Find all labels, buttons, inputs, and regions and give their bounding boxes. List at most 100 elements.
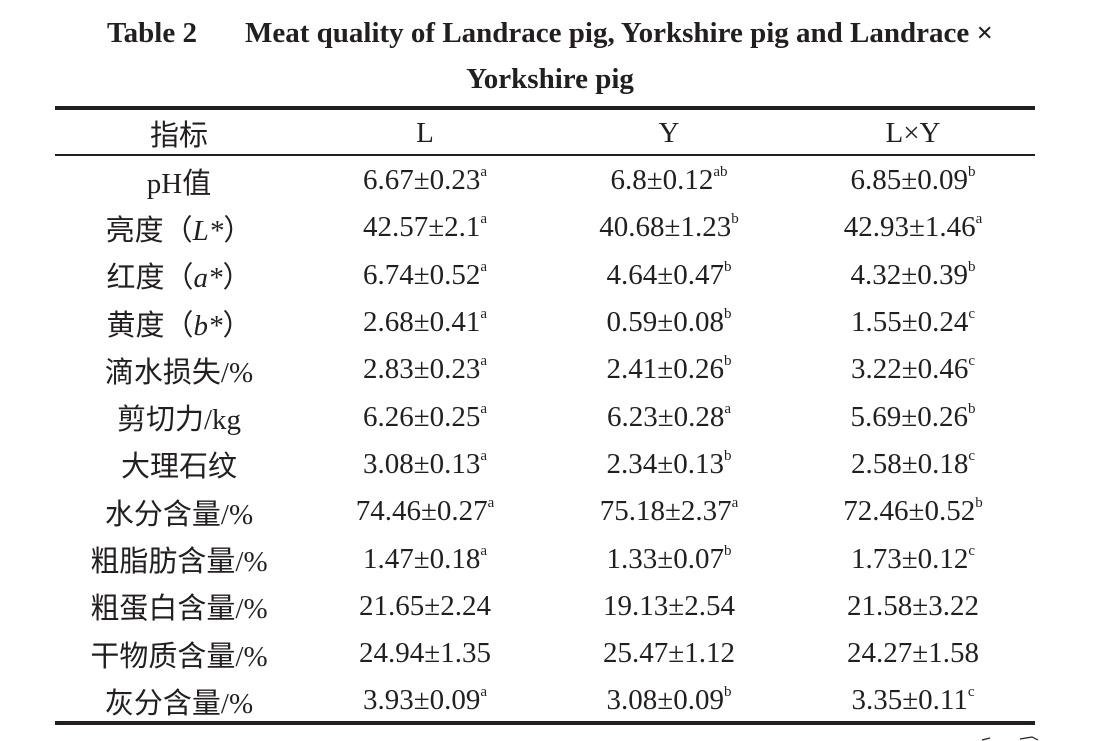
mean-sd-value: 2.34±0.13 (606, 447, 724, 480)
metric-cell: 滴水损失/% (55, 349, 303, 391)
table-row: 灰分含量/% 3.93±0.09a 3.08±0.09b 3.35±0.11c (55, 677, 1035, 724)
significance-letter: b (723, 258, 732, 275)
table-row: 粗脂肪含量/% 1.47±0.18a 1.33±0.07b 1.73±0.12c (55, 535, 1035, 582)
table-row: 滴水损失/% 2.83±0.23a 2.41±0.26b 3.22±0.46c (55, 346, 1035, 393)
table-row: 粗蛋白含量/% 21.65±2.24 19.13±2.54 21.58±3.22 (55, 583, 1035, 630)
metric-text: L* (192, 214, 224, 247)
mean-sd-value: 72.46±0.52 (843, 495, 976, 528)
value-cell-y: 4.64±0.47b (547, 259, 791, 292)
significance-letter: b (967, 400, 976, 417)
value-cell-l: 21.65±2.24 (303, 590, 547, 623)
mean-sd-value: 75.18±2.37 (599, 495, 732, 528)
table-row: 剪切力/kg 6.26±0.25a 6.23±0.28a 5.69±0.26b (55, 393, 1035, 440)
value-cell-lxy: 21.58±3.22 (791, 590, 1035, 623)
value-cell-lxy: 5.69±0.26b (791, 401, 1035, 434)
table-number: Table 2 (106, 17, 197, 49)
metric-text: ） (223, 214, 253, 247)
metric-cell: 干物质含量/% (55, 633, 303, 675)
mean-sd-value: 4.32±0.39 (850, 258, 968, 291)
significance-letter: a (480, 542, 488, 559)
value-cell-lxy: 3.35±0.11c (791, 684, 1035, 717)
value-cell-y: 75.18±2.37a (547, 495, 791, 528)
mean-sd-value: 3.08±0.13 (362, 447, 481, 480)
mean-sd-value: 3.93±0.09 (362, 684, 481, 717)
table-row: pH值 6.67±0.23a 6.8±0.12ab 6.85±0.09b (55, 157, 1035, 204)
value-cell-l: 3.08±0.13a (303, 448, 547, 481)
significance-letter: b (975, 495, 983, 512)
mean-sd-value: 2.68±0.41 (362, 306, 481, 339)
value-cell-l: 2.68±0.41a (303, 306, 547, 339)
metric-text: 干物质含量/% (90, 640, 268, 673)
metric-cell: 粗蛋白含量/% (55, 585, 303, 627)
value-cell-l: 6.74±0.52a (303, 259, 547, 292)
significance-letter: b (731, 211, 739, 228)
significance-letter: c (967, 684, 975, 701)
value-cell-l: 3.93±0.09a (303, 684, 547, 717)
caption-title-line-2: Yorkshire pig (466, 63, 634, 95)
header-cell-metric: 指标 (149, 120, 208, 152)
metric-cell: 黄度（b*） (55, 302, 303, 344)
metric-cell: 剪切力/kg (55, 396, 303, 438)
table-body: pH值 6.67±0.23a 6.8±0.12ab 6.85±0.09b 亮度（L*） 4… (55, 157, 1035, 725)
metric-text: 大理石纹 (120, 451, 237, 484)
table-row: 干物质含量/% 24.94±1.35 25.47±1.12 24.27±1.58 (55, 630, 1035, 677)
significance-letter: b (723, 542, 732, 559)
metric-cell: 红度（a*） (55, 254, 303, 296)
mean-sd-value: 24.94±1.35 (359, 637, 491, 670)
mean-sd-value: 42.93±1.46 (843, 211, 976, 244)
header-cell-l: L (416, 116, 434, 149)
metric-text: ） (222, 309, 252, 342)
value-cell-lxy: 42.93±1.46a (791, 211, 1035, 244)
table-row: 水分含量/% 74.46±0.27a 75.18±2.37a 72.46±0.52b (55, 488, 1035, 535)
significance-letter: c (968, 542, 976, 559)
metric-text: 红度（ (106, 262, 194, 295)
significance-letter: c (968, 447, 976, 464)
value-cell-l: 24.94±1.35 (303, 637, 547, 670)
metric-text: 滴水损失/% (104, 356, 254, 389)
value-cell-lxy: 1.55±0.24c (791, 306, 1035, 339)
metric-cell: pH值 (55, 160, 303, 202)
header-row: 指标 L Y L×Y (55, 110, 1035, 156)
mean-sd-value: 1.73±0.12 (850, 542, 969, 575)
significance-letter: a (480, 447, 488, 464)
value-cell-y: 40.68±1.23b (547, 211, 791, 244)
mean-sd-value: 19.13±2.54 (603, 589, 735, 622)
significance-letter: b (967, 164, 976, 181)
value-cell-l: 6.67±0.23a (303, 164, 547, 197)
significance-letter: a (480, 258, 488, 275)
metric-cell: 亮度（L*） (55, 207, 303, 249)
value-cell-l: 6.26±0.25a (303, 401, 547, 434)
table-header-rule (55, 154, 1035, 156)
value-cell-l: 42.57±2.1a (303, 211, 547, 244)
value-cell-y: 3.08±0.09b (547, 684, 791, 717)
metric-text: b* (193, 309, 223, 342)
significance-letter: b (967, 258, 976, 275)
header-cell-lxy: L×Y (885, 116, 941, 149)
mean-sd-value: 21.58±3.22 (847, 589, 979, 622)
value-cell-l: 1.47±0.18a (303, 543, 547, 576)
mean-sd-value: 0.59±0.08 (606, 306, 724, 339)
significance-letter: a (480, 684, 488, 701)
table-top-rule (55, 106, 1035, 110)
value-cell-y: 2.41±0.26b (547, 353, 791, 386)
mean-sd-value: 6.23±0.28 (606, 400, 725, 433)
value-cell-l: 2.83±0.23a (303, 353, 547, 386)
value-cell-lxy: 1.73±0.12c (791, 543, 1035, 576)
mean-sd-value: 42.57±2.1 (362, 211, 481, 244)
significance-letter: c (968, 306, 976, 323)
mean-sd-value: 4.64±0.47 (606, 258, 724, 291)
mean-sd-value: 24.27±1.58 (847, 637, 979, 670)
table-row: 大理石纹 3.08±0.13a 2.34±0.13b 2.58±0.18c (55, 441, 1035, 488)
mean-sd-value: 3.35±0.11 (851, 684, 968, 717)
value-cell-y: 2.34±0.13b (547, 448, 791, 481)
metric-text: 亮度（ (105, 214, 193, 247)
table-row: 亮度（L*） 42.57±2.1a 40.68±1.23b 42.93±1.46a (55, 204, 1035, 251)
mean-sd-value: 3.08±0.09 (606, 684, 724, 717)
mean-sd-value: 1.55±0.24 (850, 306, 969, 339)
value-cell-y: 19.13±2.54 (547, 590, 791, 623)
mean-sd-value: 25.47±1.12 (603, 637, 735, 670)
mean-sd-value: 40.68±1.23 (599, 211, 732, 244)
significance-letter: b (723, 306, 732, 323)
significance-letter: a (487, 495, 495, 512)
significance-letter: c (968, 353, 976, 370)
